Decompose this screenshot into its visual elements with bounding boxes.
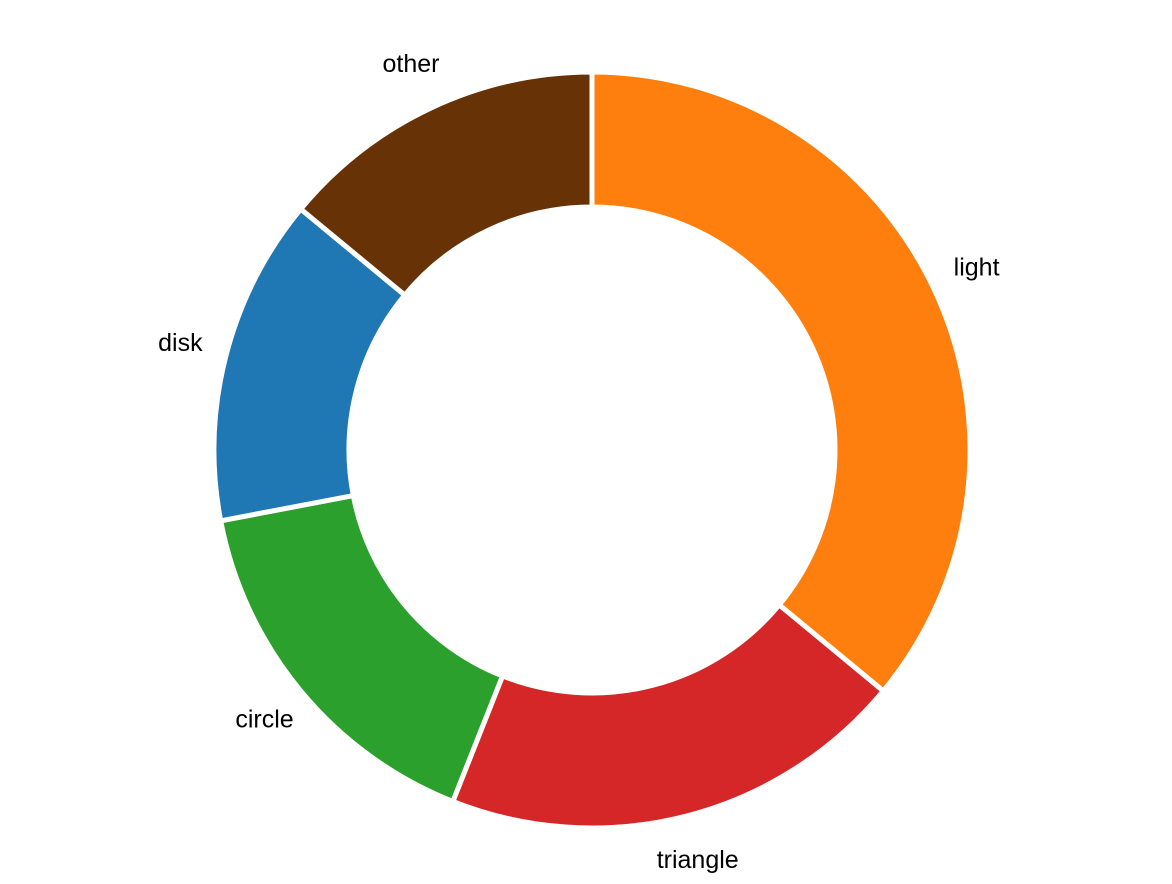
slice-label-triangle: triangle xyxy=(657,846,739,874)
slice-label-light: light xyxy=(954,254,1000,282)
slice-light xyxy=(589,69,973,695)
slice-label-other: other xyxy=(383,50,440,78)
slice-circle xyxy=(217,492,506,805)
slice-triangle xyxy=(449,601,887,831)
slice-label-circle: circle xyxy=(235,706,293,734)
slices-group xyxy=(211,69,973,831)
labels-group: light triangle circle disk other xyxy=(158,50,999,874)
slice-label-disk: disk xyxy=(158,329,203,357)
slice-other xyxy=(297,69,595,299)
